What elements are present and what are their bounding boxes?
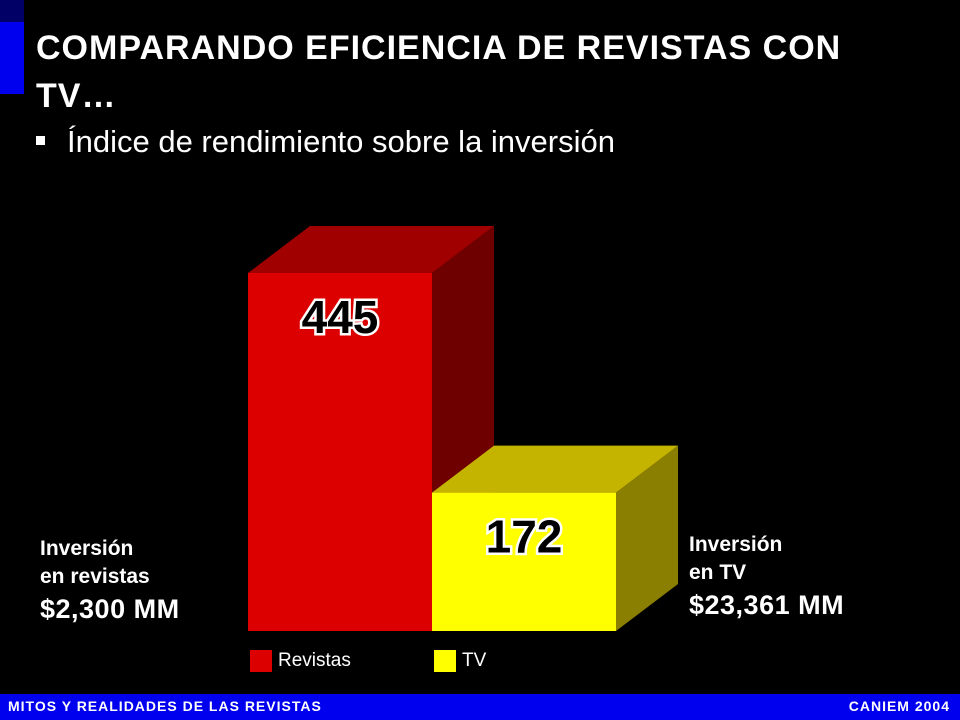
footer-left-text: MITOS Y REALIDADES DE LAS REVISTAS: [8, 698, 322, 714]
investment-revistas-amount: $2,300 MM: [40, 594, 180, 624]
data-label: 172: [486, 511, 563, 563]
left-accent-bar: [0, 22, 24, 94]
investment-tv-label-2: en TV: [689, 561, 747, 584]
legend-swatch: [434, 650, 456, 672]
bar-front-face: [248, 273, 432, 631]
legend-item-revistas: Revistas: [250, 650, 351, 672]
investment-tv: Inversión en TV $23,361 MM: [689, 531, 844, 623]
investment-revistas: Inversión en revistas $2,300 MM: [40, 535, 180, 627]
investment-tv-label-1: Inversión: [689, 533, 783, 556]
subtitle-text: Índice de rendimiento sobre la inversión: [67, 124, 615, 159]
legend-swatch: [250, 650, 272, 672]
investment-revistas-label-2: en revistas: [40, 565, 150, 588]
investment-tv-amount: $23,361 MM: [689, 590, 845, 620]
slide-title: COMPARANDO EFICIENCIA DE REVISTAS CON TV…: [36, 29, 842, 115]
square-bullet-icon: [36, 136, 45, 146]
bar-top-face: [432, 445, 678, 493]
legend-label: TV: [462, 650, 487, 671]
bar-top-face: [248, 226, 494, 273]
bar-front-face: [432, 492, 616, 631]
legend-item-tv: TV: [434, 650, 486, 672]
footer-right-text: CANIEM 2004: [848, 698, 950, 714]
legend-label: Revistas: [278, 650, 351, 671]
subtitle: Índice de rendimiento sobre la inversión: [36, 124, 615, 160]
bar-side-face: [616, 445, 678, 631]
footer-bar: MITOS Y REALIDADES DE LAS REVISTAS CANIE…: [0, 694, 960, 720]
data-label: 445: [302, 291, 379, 343]
top-accent-block: [0, 0, 24, 22]
bar-tv: 172: [432, 445, 678, 631]
investment-revistas-label-1: Inversión: [40, 537, 134, 560]
